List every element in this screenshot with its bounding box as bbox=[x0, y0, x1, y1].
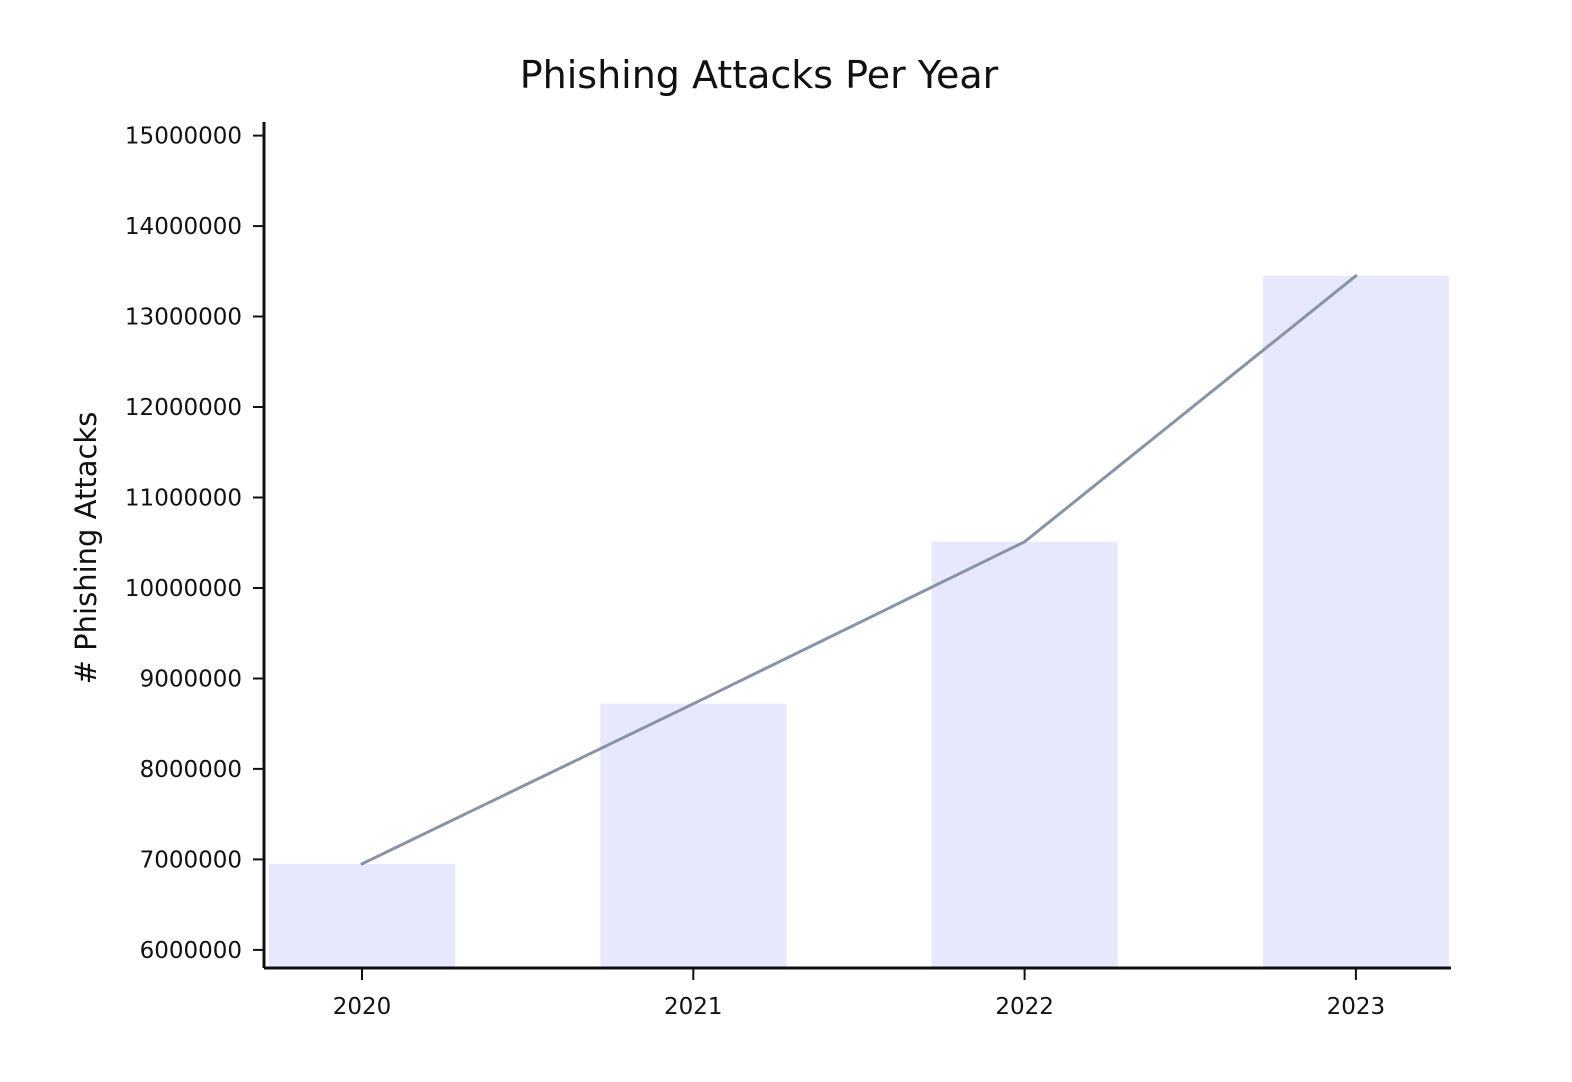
y-ticks-layer: 6000000 7000000 8000000 9000000 10000000 1100… bbox=[125, 124, 264, 964]
x-tick-label: 2022 bbox=[995, 994, 1054, 1020]
y-tick-label: 11000000 bbox=[125, 486, 242, 512]
x-tick-label: 2021 bbox=[664, 994, 723, 1020]
x-tick-label: 2020 bbox=[333, 994, 392, 1020]
chart-title: Phishing Attacks Per Year bbox=[520, 53, 999, 97]
bar-2020 bbox=[269, 864, 455, 968]
y-axis-label: # Phishing Attacks bbox=[69, 412, 103, 685]
y-tick-label: 6000000 bbox=[140, 938, 242, 964]
y-tick-label: 7000000 bbox=[140, 847, 242, 873]
x-ticks-layer: 2020 2021 2022 2023 bbox=[333, 968, 1385, 1020]
y-tick-label: 14000000 bbox=[125, 214, 242, 240]
bar-2023 bbox=[1263, 276, 1449, 968]
y-tick-label: 15000000 bbox=[125, 124, 242, 150]
bar-2021 bbox=[600, 704, 786, 968]
y-tick-label: 10000000 bbox=[125, 576, 242, 602]
trend-line bbox=[362, 276, 1356, 864]
y-tick-label: 8000000 bbox=[140, 757, 242, 783]
y-tick-label: 9000000 bbox=[140, 667, 242, 693]
y-tick-label: 12000000 bbox=[125, 395, 242, 421]
x-tick-label: 2023 bbox=[1327, 994, 1386, 1020]
line-layer bbox=[362, 276, 1356, 864]
bar-2022 bbox=[932, 542, 1118, 968]
y-tick-label: 13000000 bbox=[125, 305, 242, 331]
